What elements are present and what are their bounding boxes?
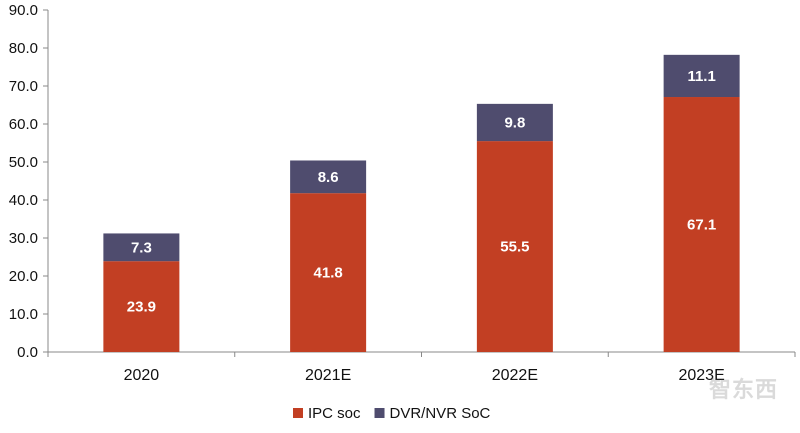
y-tick-label: 70.0 <box>9 78 38 95</box>
y-axis: 0.0 10.0 20.0 30.0 40.0 50.0 60.0 70.0 80.0 90.0 <box>9 2 49 361</box>
y-tick-label: 0.0 <box>17 344 38 361</box>
data-label: 23.9 <box>127 299 156 316</box>
y-tick-label: 20.0 <box>9 268 38 285</box>
y-tick-label: 90.0 <box>9 2 38 19</box>
bar-segment-dvr-nvr-soc <box>476 103 553 142</box>
x-axis: 2020 2021E 2022E 2023E <box>47 351 796 384</box>
x-tick-label: 2020 <box>124 367 160 384</box>
y-tick-label: 80.0 <box>9 40 38 57</box>
watermark-logo: 智东西 <box>708 378 778 403</box>
data-label: 41.8 <box>314 265 343 282</box>
bar-segment-ipc-soc <box>290 193 367 352</box>
bar-segment-ipc-soc <box>663 97 740 353</box>
y-tick-label: 10.0 <box>9 306 38 323</box>
bar-segment-ipc-soc <box>103 261 180 352</box>
data-label: 11.1 <box>687 68 715 85</box>
data-label: 9.8 <box>504 114 525 131</box>
data-labels: 23.9 7.3 41.8 8.6 55.5 9.8 67.1 11.1 <box>127 68 716 316</box>
y-tick-label: 40.0 <box>9 192 38 209</box>
bars <box>103 54 740 353</box>
data-label: 67.1 <box>687 217 716 234</box>
legend-swatch <box>374 408 385 418</box>
y-tick-label: 30.0 <box>9 230 38 247</box>
x-tick-label: 2022E <box>492 367 538 384</box>
legend: IPC soc DVR/NVR SoC <box>293 405 491 422</box>
legend-label: IPC soc <box>308 405 361 422</box>
y-tick-label: 60.0 <box>9 116 38 133</box>
bar-segment-dvr-nvr-soc <box>103 233 180 262</box>
data-label: 55.5 <box>500 239 529 256</box>
bar-segment-ipc-soc <box>476 141 553 352</box>
y-tick-label: 50.0 <box>9 154 38 171</box>
x-tick-label: 2021E <box>305 367 351 384</box>
data-label: 7.3 <box>131 239 152 256</box>
bar-segment-dvr-nvr-soc <box>290 160 367 194</box>
x-tick-label: 2023E <box>678 367 724 384</box>
legend-label: DVR/NVR SoC <box>390 405 491 422</box>
legend-swatch <box>293 408 303 418</box>
data-label: 8.6 <box>318 169 339 186</box>
bar-segment-dvr-nvr-soc <box>663 54 740 98</box>
